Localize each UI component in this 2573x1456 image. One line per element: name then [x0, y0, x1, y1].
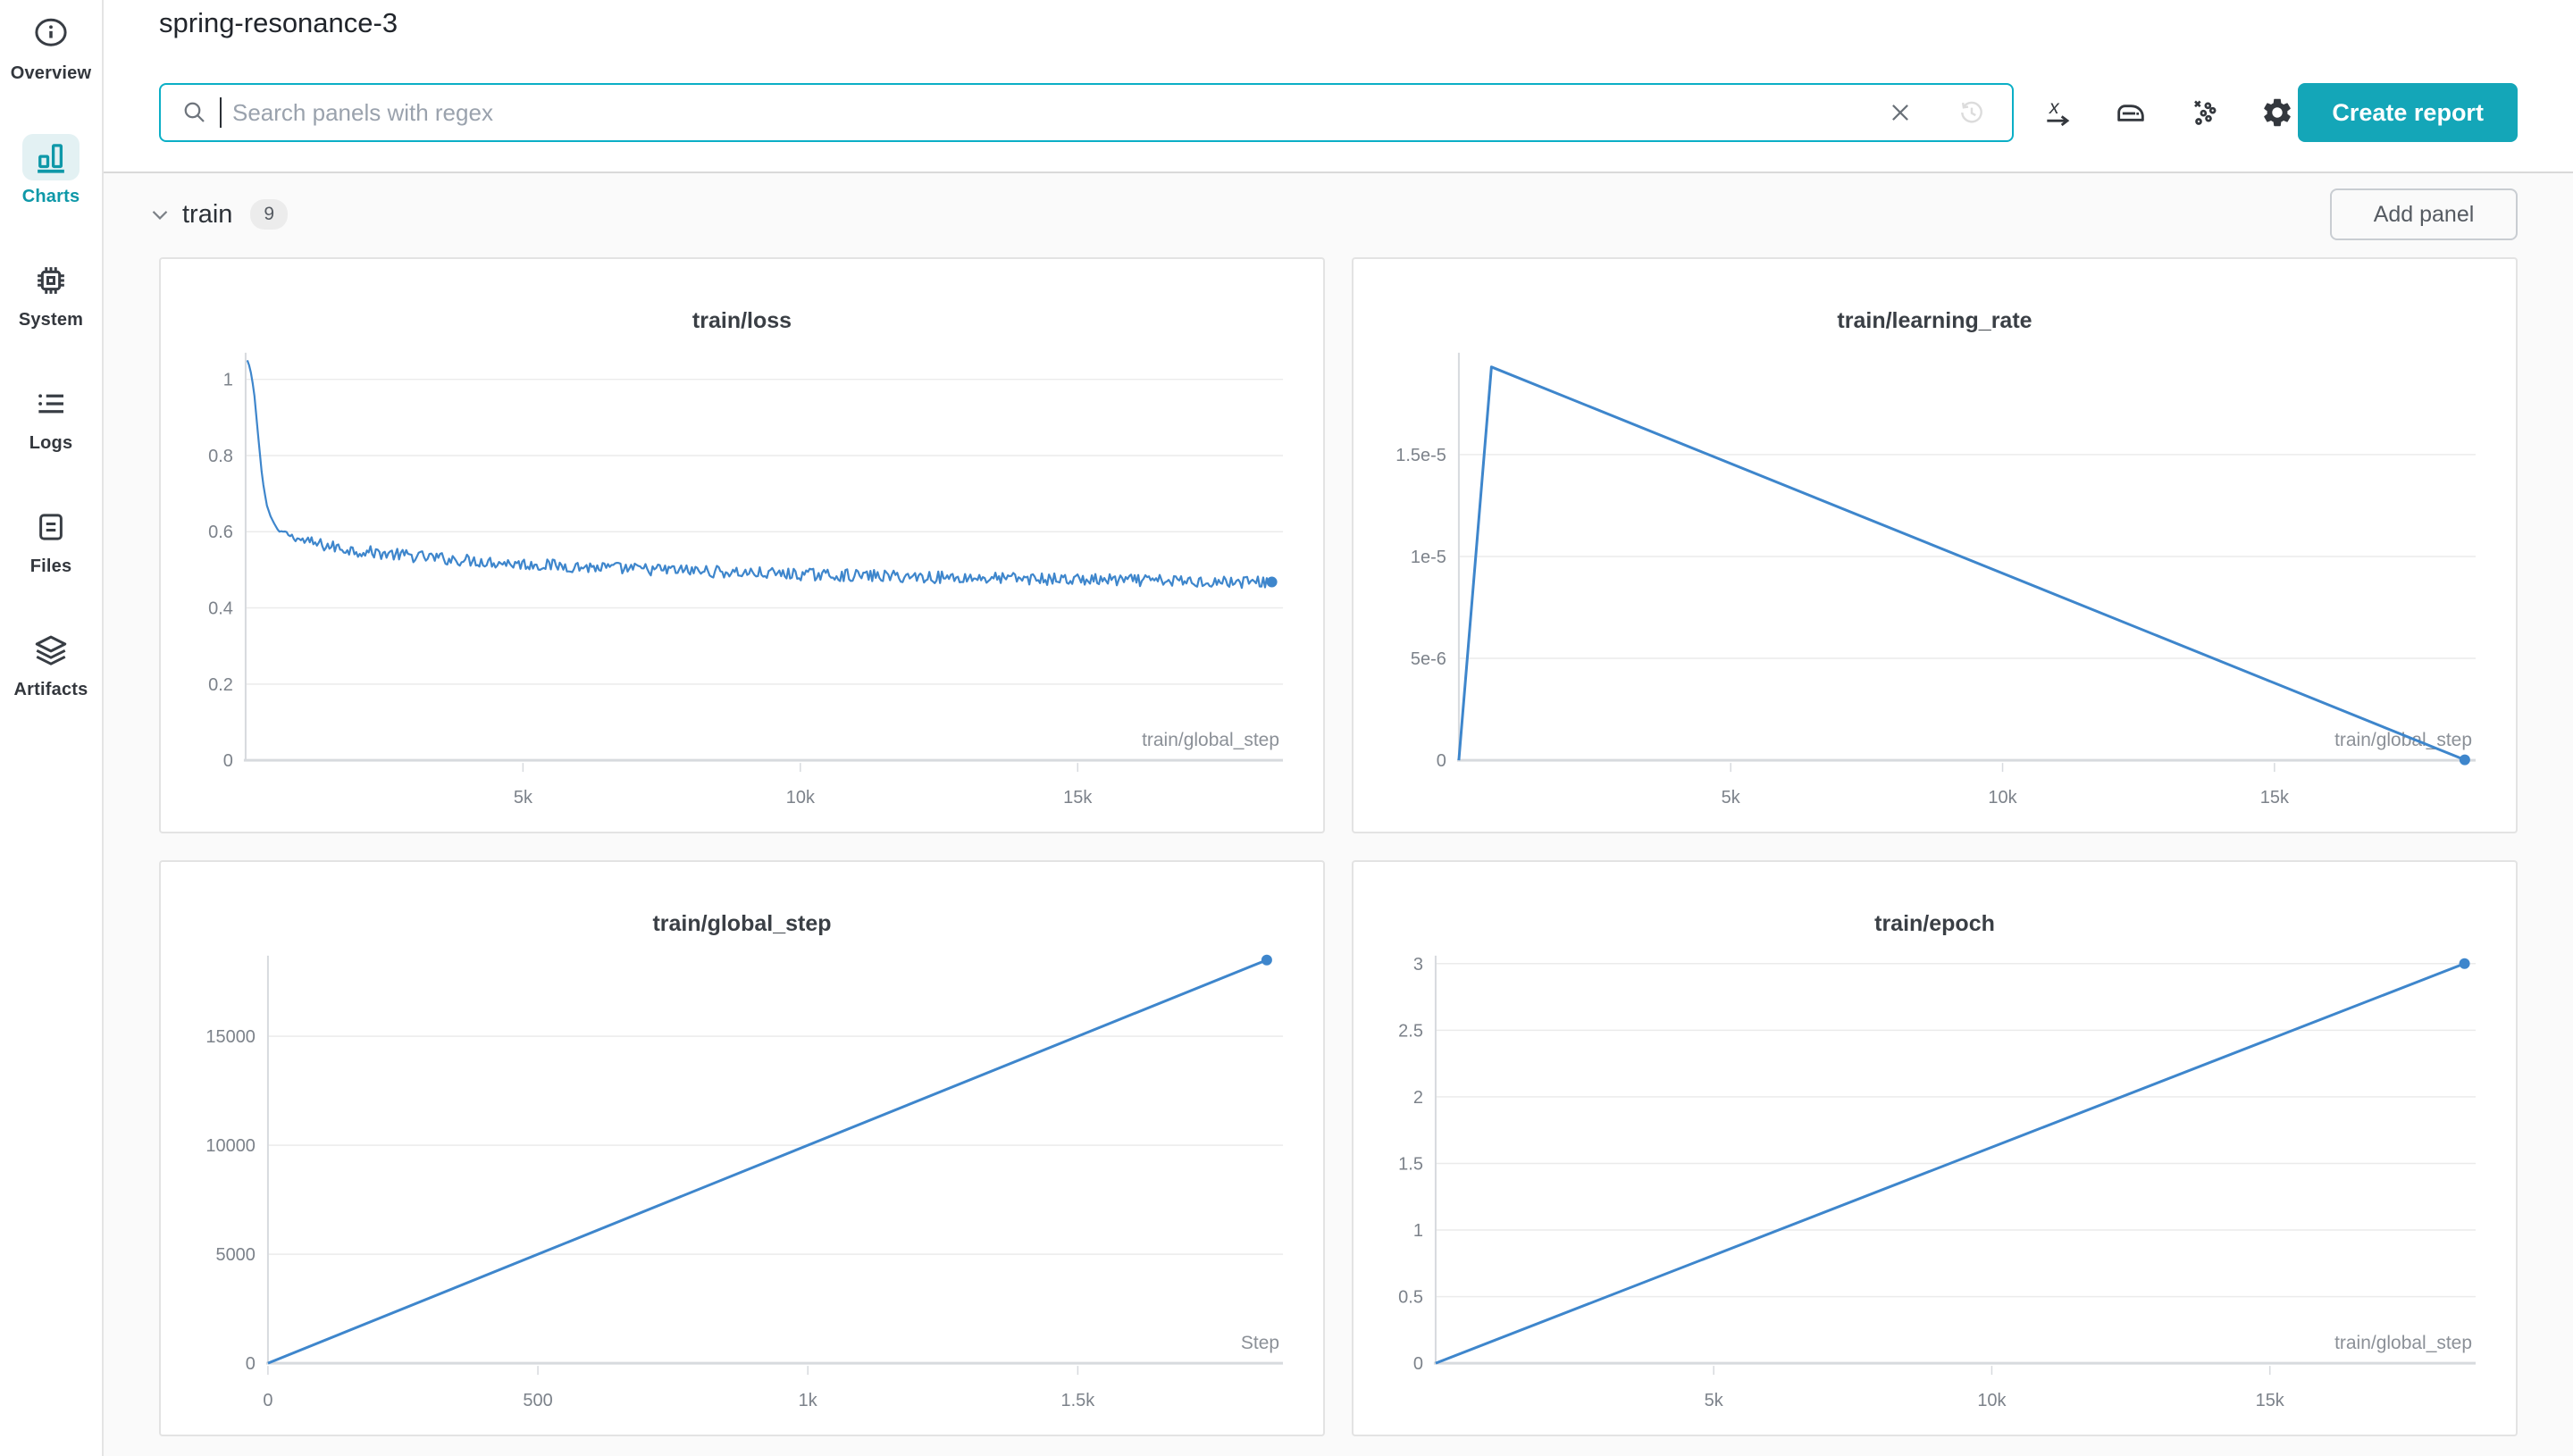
- panel-toolbar: x: [2037, 92, 2298, 133]
- svg-text:0.8: 0.8: [208, 447, 233, 466]
- chart-panel-train-epoch[interactable]: train/epoch 0 0.5 1 1.5 2 2.5 3 5k 10k 15k train/g…: [1352, 860, 2518, 1436]
- svg-text:1.5: 1.5: [1398, 1154, 1423, 1174]
- svg-text:0: 0: [223, 751, 233, 771]
- outliers-icon[interactable]: [2183, 92, 2225, 133]
- svg-text:2.5: 2.5: [1398, 1021, 1423, 1041]
- search-box: [159, 83, 2015, 142]
- svg-text:0: 0: [1437, 751, 1446, 771]
- x-axis-icon[interactable]: x: [2037, 92, 2078, 133]
- svg-text:5000: 5000: [215, 1245, 255, 1265]
- chart-panel-train-global-step[interactable]: train/global_step 0 5000 10000 15000 0 500 1k 1…: [159, 860, 1325, 1436]
- line-chart[interactable]: 0 5000 10000 15000 0 500 1k 1.5k Step: [161, 862, 1323, 1435]
- svg-text:5k: 5k: [1705, 1391, 1724, 1410]
- info-icon: [22, 11, 80, 57]
- text-caret: [220, 97, 222, 128]
- svg-text:1: 1: [1413, 1221, 1423, 1241]
- sidebar-item-label: System: [18, 310, 84, 330]
- create-report-button[interactable]: Create report: [2298, 83, 2518, 142]
- content: train 9 Add panel train/loss 0 0.2 0.4 0.6 0…: [104, 175, 2573, 1456]
- svg-text:0.4: 0.4: [208, 599, 233, 619]
- svg-text:5k: 5k: [514, 788, 533, 807]
- run-title: spring-resonance-3: [159, 7, 398, 38]
- svg-text:0.5: 0.5: [1398, 1288, 1423, 1308]
- svg-text:1.5e-5: 1.5e-5: [1395, 446, 1446, 465]
- sidebar-item-label: Charts: [21, 187, 80, 206]
- svg-text:1: 1: [223, 371, 233, 390]
- svg-text:Step: Step: [1241, 1333, 1279, 1353]
- svg-text:train/global_step: train/global_step: [1142, 730, 1279, 750]
- svg-text:0: 0: [1413, 1354, 1423, 1374]
- svg-text:5k: 5k: [1722, 788, 1741, 807]
- section-header-train: train 9 Add panel: [152, 175, 2518, 254]
- sidebar-item-files[interactable]: Files: [22, 504, 80, 577]
- chart-panel-train-learning-rate[interactable]: train/learning_rate 0 5e-6 1e-5 1.5e-5 5k 10k…: [1352, 257, 2518, 833]
- search-icon: [180, 98, 209, 127]
- chart-panel-train-loss[interactable]: train/loss 0 0.2 0.4 0.6 0.8 1 5k 10k 15k train/g…: [159, 257, 1325, 833]
- sidebar-item-label: Artifacts: [13, 680, 88, 699]
- clear-icon[interactable]: [1880, 92, 1921, 133]
- svg-text:0: 0: [246, 1354, 256, 1374]
- svg-text:1.5k: 1.5k: [1061, 1391, 1096, 1410]
- svg-text:10k: 10k: [1977, 1391, 2007, 1410]
- line-chart[interactable]: 0 5e-6 1e-5 1.5e-5 5k 10k 15k train/global_step: [1354, 259, 2516, 832]
- sidebar-item-label: Files: [29, 556, 72, 576]
- sidebar: Overview Charts: [0, 0, 104, 1456]
- svg-text:0.2: 0.2: [208, 675, 233, 695]
- svg-text:15k: 15k: [1063, 788, 1093, 807]
- sidebar-item-artifacts[interactable]: Artifacts: [14, 627, 88, 700]
- bar-chart-icon: [22, 134, 80, 180]
- chip-icon: [22, 257, 80, 304]
- svg-text:2: 2: [1413, 1088, 1423, 1108]
- history-icon[interactable]: [1951, 92, 1992, 133]
- smoothing-icon[interactable]: [2110, 92, 2151, 133]
- svg-text:3: 3: [1413, 955, 1423, 975]
- add-panel-button[interactable]: Add panel: [2330, 188, 2518, 240]
- sidebar-item-label: Overview: [10, 63, 92, 83]
- line-chart[interactable]: 0 0.5 1 1.5 2 2.5 3 5k 10k 15k train/global_step: [1354, 862, 2516, 1435]
- sidebar-item-overview[interactable]: Overview: [11, 11, 92, 84]
- sidebar-item-charts[interactable]: Charts: [22, 134, 80, 207]
- svg-text:train/global_step: train/global_step: [2334, 730, 2472, 750]
- svg-text:15000: 15000: [205, 1027, 256, 1047]
- svg-text:0: 0: [263, 1391, 272, 1410]
- search-row: x: [159, 83, 2518, 142]
- sidebar-item-system[interactable]: System: [19, 257, 83, 331]
- svg-text:15k: 15k: [2260, 788, 2290, 807]
- svg-text:1k: 1k: [799, 1391, 818, 1410]
- search-input[interactable]: [232, 98, 1870, 127]
- panel-grid: train/loss 0 0.2 0.4 0.6 0.8 1 5k 10k 15k train/g…: [159, 257, 2518, 1436]
- settings-icon[interactable]: [2257, 92, 2298, 133]
- svg-text:500: 500: [523, 1391, 552, 1410]
- svg-text:10k: 10k: [1988, 788, 2017, 807]
- panel-count-badge: 9: [250, 199, 289, 230]
- svg-text:15k: 15k: [2256, 1391, 2285, 1410]
- svg-text:x: x: [2049, 96, 2060, 118]
- svg-text:10000: 10000: [205, 1136, 256, 1156]
- search-box-actions: [1880, 92, 1992, 133]
- section-name: train: [182, 199, 233, 229]
- sidebar-item-label: Logs: [29, 433, 73, 453]
- chevron-down-icon[interactable]: [147, 201, 173, 228]
- svg-text:5e-6: 5e-6: [1411, 649, 1446, 669]
- document-icon: [22, 504, 80, 550]
- svg-text:10k: 10k: [786, 788, 816, 807]
- svg-text:0.6: 0.6: [208, 523, 233, 542]
- sidebar-item-logs[interactable]: Logs: [22, 381, 80, 454]
- header: spring-resonance-3: [104, 0, 2573, 173]
- list-icon: [22, 381, 80, 427]
- svg-text:train/global_step: train/global_step: [2334, 1333, 2472, 1353]
- layers-icon: [22, 627, 80, 674]
- svg-text:1e-5: 1e-5: [1411, 548, 1446, 567]
